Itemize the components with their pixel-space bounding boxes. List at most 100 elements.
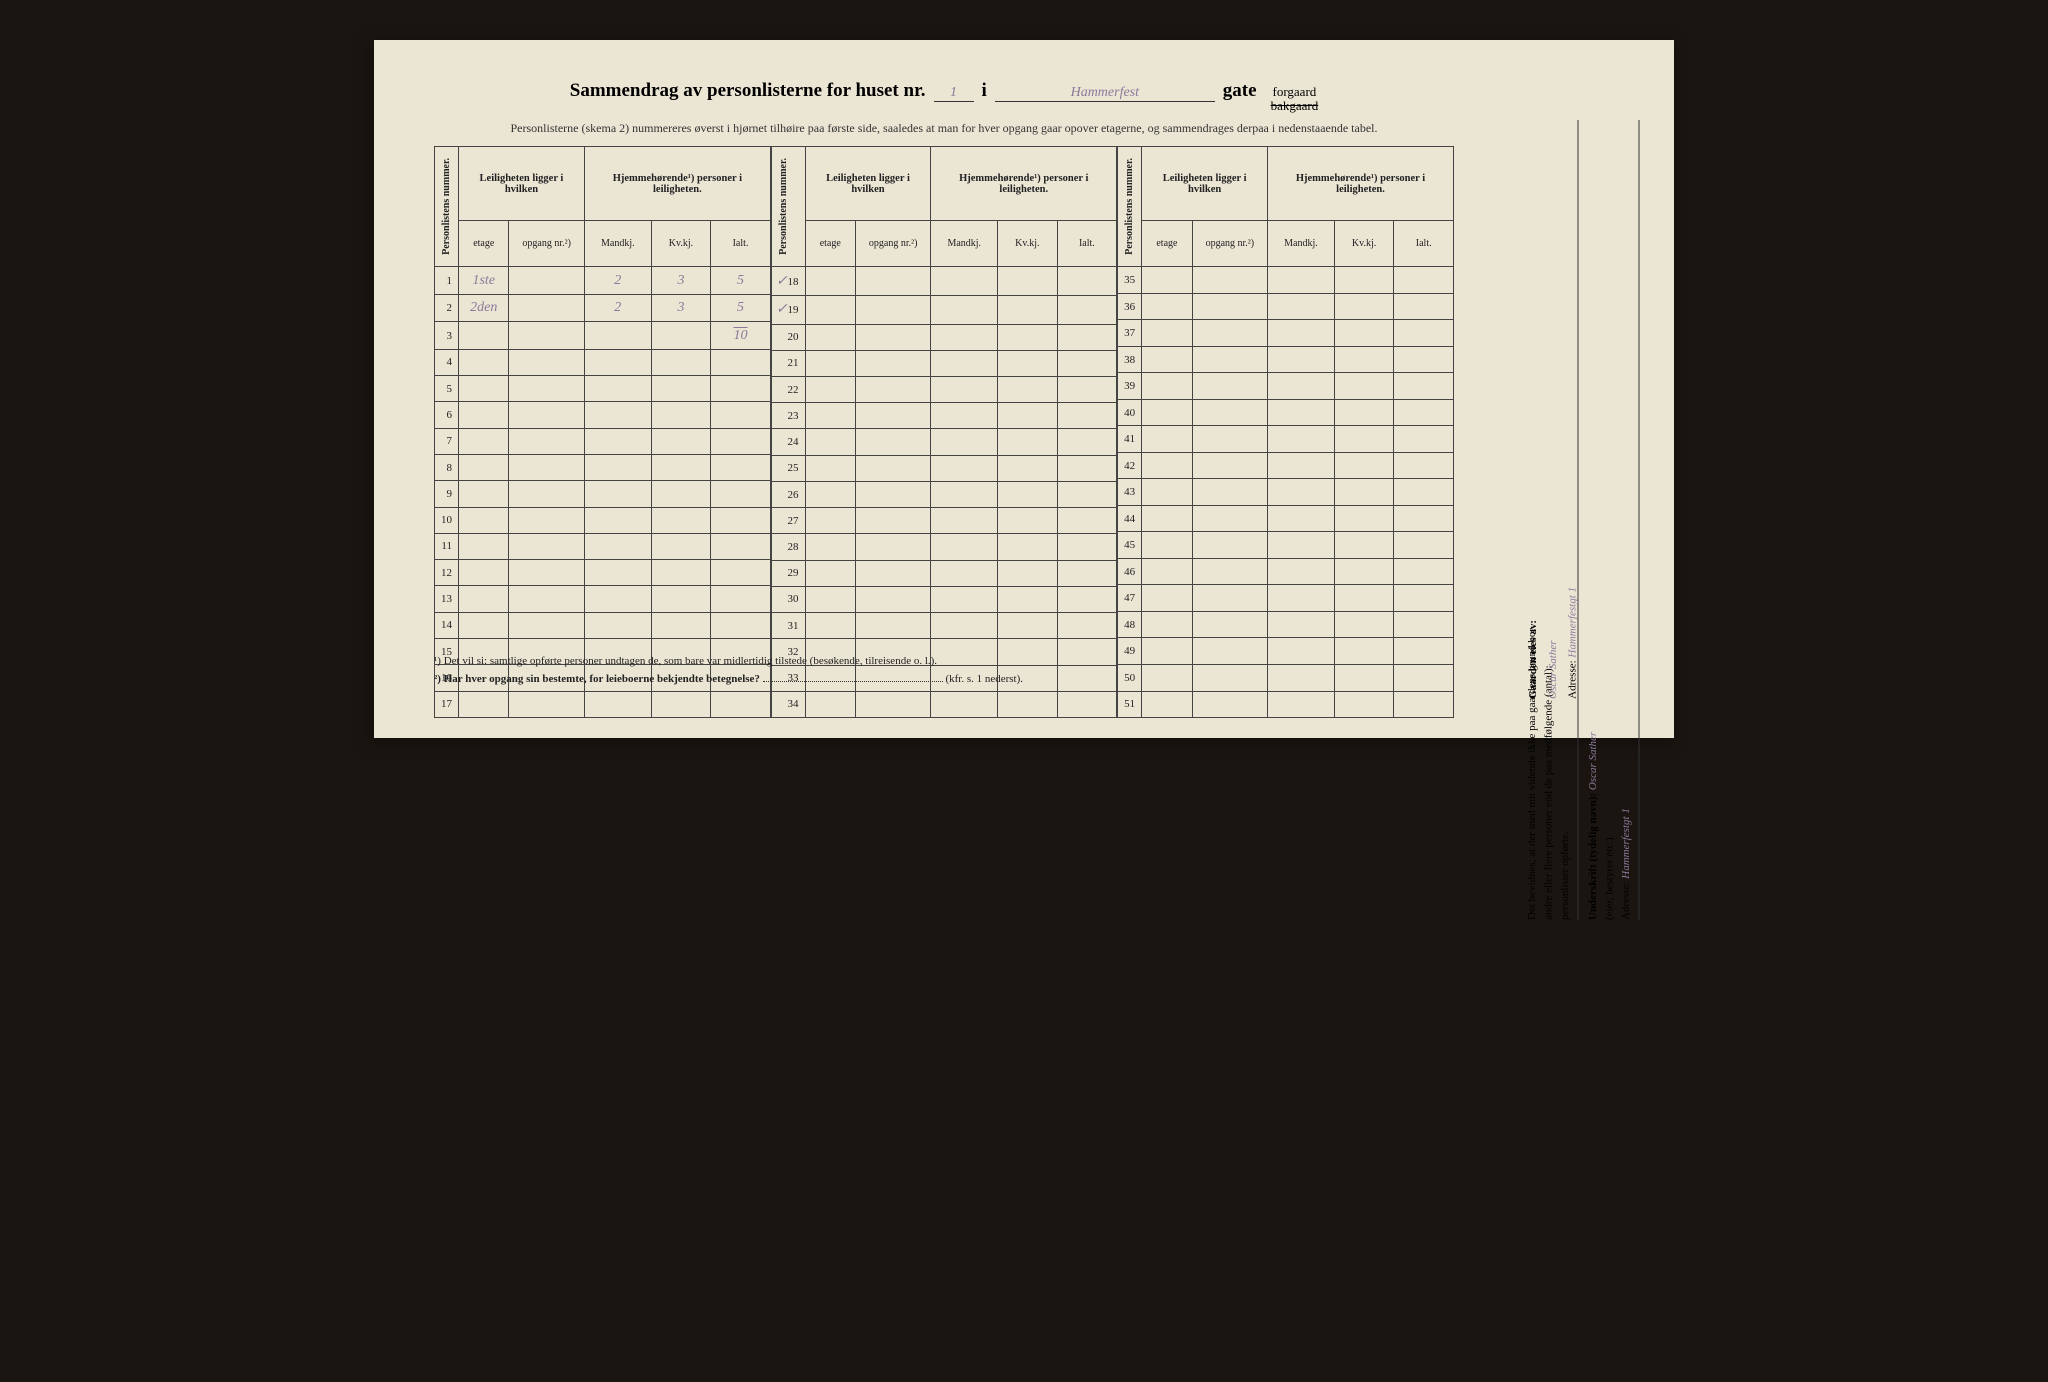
cell-ialt [1394, 691, 1454, 718]
cell-mandkj [931, 295, 998, 324]
cell-kvkj [998, 481, 1058, 507]
row-number: 46 [1118, 558, 1142, 585]
table-row: 45 [1118, 532, 1454, 559]
row-number: ✓18 [771, 267, 805, 296]
owner-block: Gaarden eies av: Oscar Sather Adresse: H… [1524, 587, 1654, 699]
cell-etage [805, 295, 855, 324]
main-content: Sammendrag av personlisterne for huset n… [434, 80, 1454, 688]
gate-labels: forgaard bakgaard [1271, 85, 1319, 114]
cell-ialt [1057, 560, 1117, 586]
cell-kvkj [998, 508, 1058, 534]
cell-etage [805, 586, 855, 612]
cell-ialt [1394, 320, 1454, 347]
subcol-2: Mandkj. [584, 221, 651, 267]
table-row: 47 [1118, 585, 1454, 612]
cell-etage [1142, 638, 1192, 665]
cell-opgang [509, 402, 584, 428]
table-row: 43 [1118, 479, 1454, 506]
cell-ialt [1057, 508, 1117, 534]
subcol-2: Mandkj. [931, 221, 998, 267]
row-number: 44 [1118, 505, 1142, 532]
cell-kvkj [1334, 505, 1394, 532]
table-row: 31 [771, 613, 1116, 639]
cell-mandkj [584, 376, 651, 402]
col-leiligheten: Leiligheten ligger i hvilken [459, 147, 585, 221]
cell-etage [1142, 293, 1192, 320]
cell-ialt [1394, 611, 1454, 638]
form-header: Sammendrag av personlisterne for huset n… [434, 80, 1454, 136]
cell-opgang [856, 376, 931, 402]
cell-etage [1142, 426, 1192, 453]
cell-ialt [1394, 558, 1454, 585]
cell-opgang [1192, 585, 1267, 612]
table-row: 10 [435, 507, 771, 533]
row-number: 31 [771, 613, 805, 639]
cell-kvkj [651, 612, 711, 638]
cell-opgang [509, 376, 584, 402]
table-row: 8 [435, 454, 771, 480]
cell-mandkj [931, 508, 998, 534]
cell-etage [805, 376, 855, 402]
underskrift-label: Underskrift (tydelig navn): [1587, 793, 1599, 920]
cell-opgang [856, 429, 931, 455]
title-gate: gate [1223, 80, 1257, 102]
cell-ialt [711, 533, 771, 559]
cell-kvkj [1334, 585, 1394, 612]
cell-opgang [1192, 479, 1267, 506]
row-number: 20 [771, 324, 805, 350]
cell-mandkj: 2 [584, 267, 651, 295]
cell-kvkj [1334, 373, 1394, 400]
cell-kvkj [998, 350, 1058, 376]
cell-kvkj [651, 428, 711, 454]
cell-etage [805, 267, 855, 296]
cell-opgang [509, 322, 584, 350]
row-number: 2 [435, 294, 459, 322]
table-row: 50 [1118, 664, 1454, 691]
cell-mandkj [1268, 585, 1335, 612]
cell-ialt [711, 402, 771, 428]
cell-ialt: 5 [711, 267, 771, 295]
cell-kvkj [998, 534, 1058, 560]
cell-etage [805, 429, 855, 455]
cell-ialt [1394, 638, 1454, 665]
cell-kvkj [998, 691, 1058, 717]
cell-mandkj [1268, 532, 1335, 559]
cell-etage [459, 454, 509, 480]
row-number: 38 [1118, 346, 1142, 373]
bakgaard-label: bakgaard [1271, 99, 1319, 113]
cell-kvkj [998, 639, 1058, 665]
cell-kvkj [651, 402, 711, 428]
table-row: 5 [435, 376, 771, 402]
row-number: 36 [1118, 293, 1142, 320]
table-row: 49 [1118, 638, 1454, 665]
table-row: 46 [1118, 558, 1454, 585]
cell-opgang [856, 508, 931, 534]
row-number: 17 [435, 691, 459, 718]
signature-block: Underskrift (tydelig navn): Oscar Sather… [1585, 120, 1640, 920]
cell-ialt [1394, 293, 1454, 320]
cell-mandkj [584, 533, 651, 559]
col-personlistens: Personlistens nummer. [776, 150, 791, 263]
cell-kvkj [1334, 664, 1394, 691]
underskrift-value: Oscar Sather [1587, 732, 1599, 790]
cell-kvkj [998, 324, 1058, 350]
cell-mandkj [1268, 426, 1335, 453]
subcol-3: Kv.kj. [998, 221, 1058, 267]
cell-ialt [1057, 350, 1117, 376]
row-number: 21 [771, 350, 805, 376]
cell-kvkj [1334, 399, 1394, 426]
cell-mandkj [931, 481, 998, 507]
cell-ialt [1394, 532, 1454, 559]
table-row: 22den235 [435, 294, 771, 322]
cell-etage: 2den [459, 294, 509, 322]
row-number: 6 [435, 402, 459, 428]
cell-ialt [1057, 534, 1117, 560]
cell-etage [805, 455, 855, 481]
cell-ialt [711, 454, 771, 480]
cell-opgang [856, 481, 931, 507]
cell-opgang [856, 586, 931, 612]
cell-ialt [1057, 691, 1117, 717]
cell-opgang [1192, 558, 1267, 585]
cell-etage [1142, 532, 1192, 559]
cell-kvkj [1334, 479, 1394, 506]
